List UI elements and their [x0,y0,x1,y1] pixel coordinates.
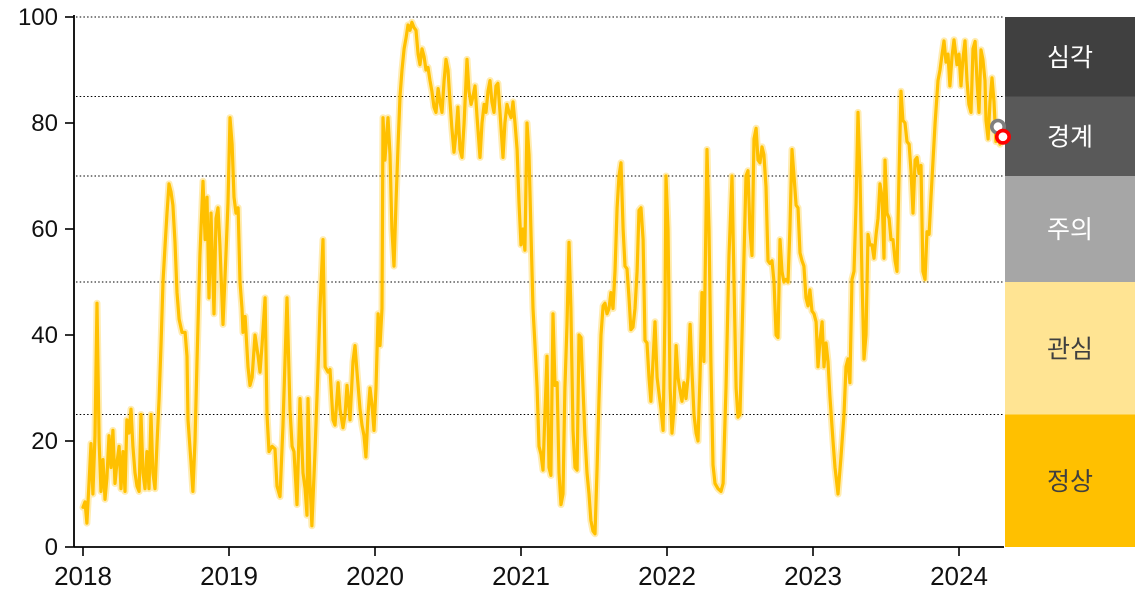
x-axis-label-2021: 2021 [492,561,550,591]
band-normal [1005,414,1135,547]
marker-latest-point [994,128,1011,145]
y-axis-label-60: 60 [31,216,58,243]
x-axis-label-2018: 2018 [54,561,112,591]
band-caution [1005,176,1135,282]
band-watch [1005,282,1135,415]
x-axis-label-2024: 2024 [930,561,988,591]
x-axis-label-2020: 2020 [346,561,404,591]
y-axis-label-80: 80 [31,110,58,137]
x-axis-label-2022: 2022 [638,561,696,591]
band-alert [1005,96,1135,176]
band-label-severe: 심각 [1047,44,1093,72]
index-line [81,20,1005,536]
x-axis-label-2023: 2023 [784,561,842,591]
band-label-alert: 경계 [1047,123,1093,151]
band-severe [1005,17,1135,97]
y-axis-label-40: 40 [31,322,58,349]
y-axis-label-0: 0 [45,534,58,561]
y-axis-label-20: 20 [31,428,58,455]
band-label-watch: 관심 [1047,335,1093,363]
band-label-normal: 정상 [1047,468,1093,496]
x-axis-label-2019: 2019 [200,561,258,591]
y-axis-label-100: 100 [18,4,58,31]
band-label-caution: 주의 [1047,216,1093,244]
